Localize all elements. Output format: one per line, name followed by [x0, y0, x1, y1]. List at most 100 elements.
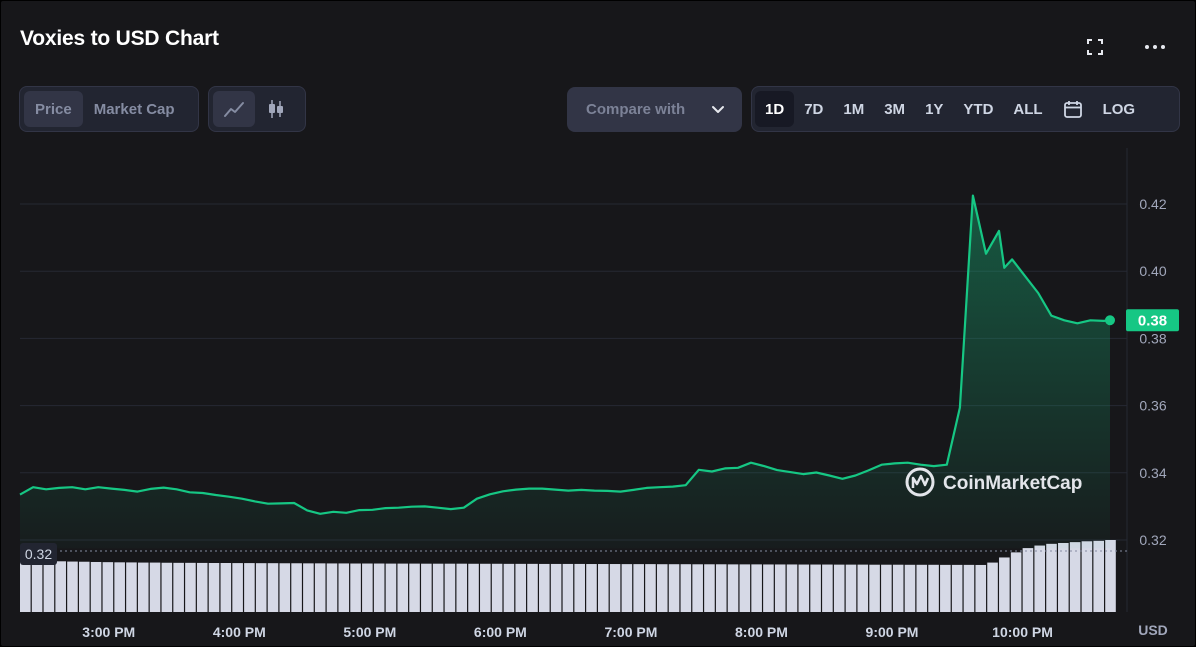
fullscreen-icon[interactable] — [1083, 35, 1107, 59]
volume-bar — [704, 564, 715, 612]
volume-bar — [916, 564, 928, 612]
volume-bar — [727, 564, 739, 612]
range-all[interactable]: ALL — [1013, 100, 1043, 118]
volume-bar — [1010, 552, 1022, 612]
volume-bar — [220, 563, 232, 612]
volume-bar — [456, 563, 468, 612]
volume-bar — [1105, 540, 1116, 612]
candlestick-button[interactable] — [255, 91, 297, 127]
volume-bar — [480, 563, 491, 612]
volume-bar — [645, 564, 656, 612]
volume-bar — [845, 564, 857, 612]
x-tick-label: 6:00 PM — [474, 624, 527, 640]
chevron-down-icon — [712, 106, 724, 113]
volume-bar — [987, 562, 998, 612]
x-tick-label: 4:00 PM — [213, 624, 266, 640]
current-price-dot — [1105, 315, 1115, 326]
volume-bar — [798, 564, 810, 612]
volume-bar — [185, 562, 196, 612]
volume-bar — [822, 564, 833, 612]
volume-bar — [633, 564, 644, 612]
y-tick-label: 0.32 — [1139, 532, 1166, 548]
line-chart-button[interactable] — [213, 91, 255, 127]
current-price-tag: 0.38 — [1126, 309, 1179, 332]
volume-bar — [869, 564, 880, 612]
tab-price[interactable]: Price — [24, 91, 83, 127]
y-tick-label: 0.36 — [1139, 398, 1166, 414]
volume-bar — [303, 563, 314, 612]
volume-bar — [338, 563, 350, 612]
volume-bar — [314, 563, 326, 612]
volume-bar — [491, 563, 503, 612]
volume-bar — [928, 564, 939, 612]
calendar-icon — [1063, 101, 1082, 118]
volume-bar — [940, 564, 951, 612]
line-chart-icon — [224, 102, 244, 117]
volume-bar — [892, 564, 904, 612]
volume-bar — [763, 564, 774, 612]
volume-bar — [1081, 541, 1093, 612]
range-7d[interactable]: 7D — [804, 100, 824, 118]
low-marker: 0.32 — [20, 543, 57, 565]
volume-bar — [751, 564, 762, 612]
volume-bar — [963, 564, 975, 612]
volume-bar — [951, 564, 963, 612]
volume-bar — [362, 563, 373, 612]
volume-bar — [574, 563, 585, 612]
volume-bar — [609, 564, 621, 612]
tab-market-cap[interactable]: Market Cap — [93, 100, 175, 118]
volume-bar — [999, 557, 1010, 612]
range-1m[interactable]: 1M — [843, 100, 865, 118]
volume-bar — [78, 561, 90, 612]
volume-bar — [267, 563, 279, 612]
x-tick-label: 10:00 PM — [992, 624, 1053, 640]
volume-bar — [739, 564, 751, 612]
watermark: CoinMarketCap — [905, 467, 1082, 497]
range-1y[interactable]: 1Y — [925, 100, 944, 118]
volume-bar — [539, 563, 550, 612]
chart-type-toggle — [208, 86, 306, 132]
volume-bar — [857, 564, 869, 612]
volume-bar — [810, 564, 821, 612]
volume-bar — [350, 563, 361, 612]
volume-bar — [244, 563, 255, 612]
more-icon[interactable] — [1143, 35, 1167, 59]
volume-bar — [503, 563, 515, 612]
volume-bar — [527, 563, 538, 612]
volume-bar — [31, 560, 43, 612]
volume-bar — [1046, 543, 1057, 612]
range-3m[interactable]: 3M — [884, 100, 906, 118]
low-marker-label: 0.32 — [25, 546, 52, 562]
volume-bar — [1034, 545, 1046, 612]
volume-bar — [20, 560, 31, 612]
volume-bar — [597, 564, 609, 612]
currency-label: USD — [1138, 622, 1168, 638]
volume-bar — [1058, 542, 1069, 612]
compare-select[interactable]: Compare with — [567, 87, 742, 132]
x-tick-label: 3:00 PM — [82, 624, 135, 640]
volume-bar — [397, 563, 409, 612]
x-tick-label: 8:00 PM — [735, 624, 788, 640]
volume-bar — [255, 563, 267, 612]
volume-bar — [161, 562, 173, 612]
volume-bar — [373, 563, 385, 612]
volume-bar — [149, 562, 161, 612]
x-tick-label: 9:00 PM — [866, 624, 919, 640]
candlestick-icon — [269, 100, 283, 118]
volume-bar — [786, 564, 798, 612]
calendar-button[interactable] — [1053, 91, 1093, 127]
range-1d[interactable]: 1D — [755, 91, 795, 127]
volume-bar — [43, 560, 55, 612]
volume-bar — [409, 563, 420, 612]
x-axis: 3:00 PM 4:00 PM 5:00 PM 6:00 PM 7:00 PM 8:00 … — [82, 624, 1053, 640]
current-price-label: 0.38 — [1138, 312, 1167, 329]
log-toggle[interactable]: LOG — [1102, 100, 1136, 118]
volume-bar — [421, 563, 432, 612]
range-ytd[interactable]: YTD — [963, 100, 994, 118]
volume-bar — [515, 563, 527, 612]
volume-bar — [562, 563, 574, 612]
volume-bar — [196, 562, 208, 612]
volume-bar — [715, 564, 727, 612]
volume-bar — [833, 564, 845, 612]
